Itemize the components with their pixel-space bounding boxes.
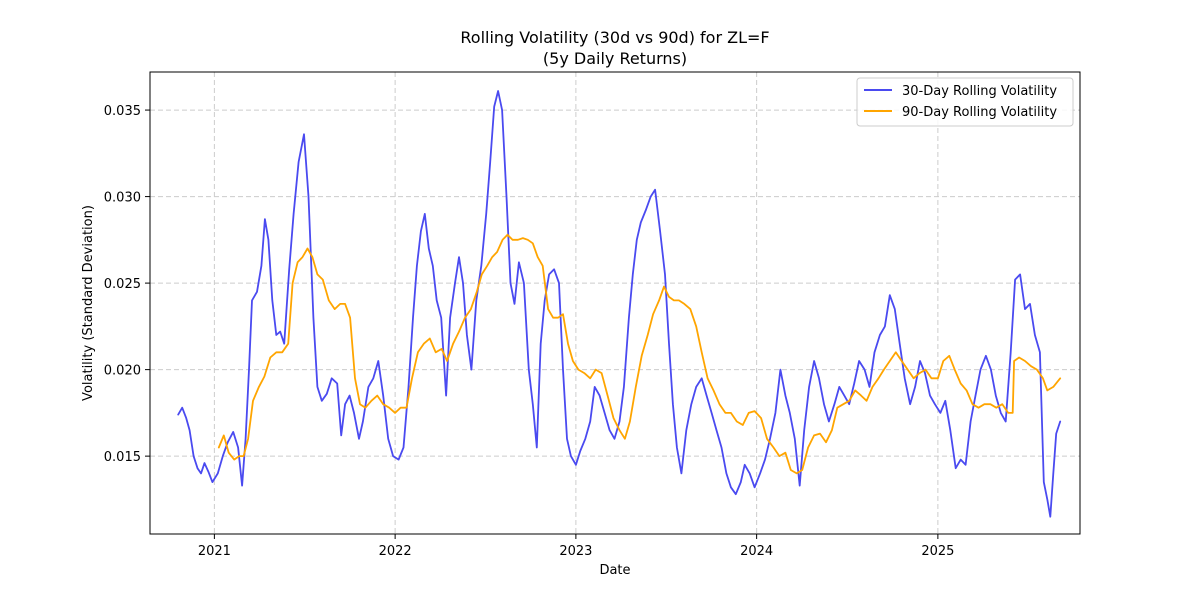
legend: 30-Day Rolling Volatility 90-Day Rolling… <box>856 77 1074 127</box>
y-tick-label: 0.030 <box>104 191 141 206</box>
y-tick-label: 0.035 <box>104 104 141 119</box>
x-tick-label: 2023 <box>559 544 592 559</box>
x-tick-label: 2025 <box>921 544 954 559</box>
y-tick-label: 0.020 <box>104 364 141 379</box>
chart-subtitle: (5y Daily Returns) <box>543 49 687 68</box>
legend-label-vol30: 30-Day Rolling Volatility <box>902 84 1057 99</box>
plot-frame <box>149 71 1081 535</box>
x-axis-label: Date <box>599 563 630 578</box>
x-axis-ticks: 2021 2022 2023 2024 2025 <box>198 534 954 559</box>
y-tick-label: 0.015 <box>104 450 141 465</box>
x-tick-label: 2022 <box>379 544 412 559</box>
series-line-vol90 <box>217 233 1062 475</box>
chart-title: Rolling Volatility (30d vs 90d) for ZL=F <box>460 28 769 47</box>
series-line-vol30 <box>177 90 1062 518</box>
y-axis-label: Volatility (Standard Deviation) <box>81 205 96 401</box>
grid <box>150 72 1080 534</box>
x-tick-label: 2021 <box>198 544 231 559</box>
y-axis-ticks: 0.015 0.020 0.025 0.030 0.035 <box>104 104 150 465</box>
series-lines <box>177 90 1062 518</box>
y-tick-label: 0.025 <box>104 277 141 292</box>
x-tick-label: 2024 <box>740 544 773 559</box>
legend-box <box>856 77 1074 127</box>
legend-label-vol90: 90-Day Rolling Volatility <box>902 105 1057 120</box>
